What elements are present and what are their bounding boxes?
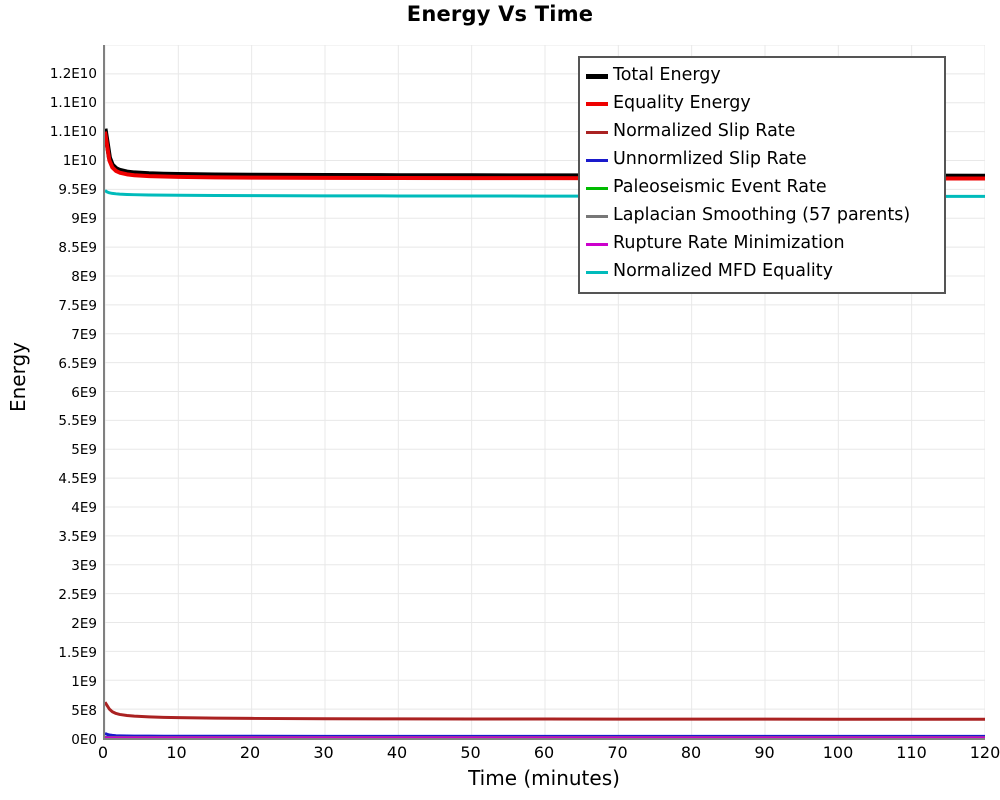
y-axis-tick-label: 1.1E10: [49, 123, 97, 140]
legend-color-swatch: [586, 102, 608, 106]
legend-item[interactable]: Normalized Slip Rate: [586, 118, 938, 146]
x-axis-tick-label: 20: [239, 743, 261, 762]
y-axis-tick-label: 7E9: [71, 326, 97, 343]
y-axis-tick-label: 1E9: [71, 674, 97, 691]
x-axis-tick-labels: 0 10 20 30 40 50 60 70 80 90 100 110 120: [98, 743, 1000, 767]
x-axis-tick-label: 60: [533, 743, 555, 762]
y-axis-tick-label: 5E8: [71, 703, 97, 720]
legend-item-label: Total Energy: [613, 65, 721, 86]
x-axis-tick-label: 0: [97, 743, 109, 762]
y-axis-tick-label: 9.5E9: [58, 181, 97, 198]
y-axis-tick-label: 7.5E9: [58, 297, 97, 314]
legend-item[interactable]: Total Energy: [586, 62, 938, 90]
legend-color-swatch: [586, 242, 608, 246]
legend-item-label: Laplacian Smoothing (57 parents): [613, 205, 911, 226]
y-axis-tick-label: 6.5E9: [58, 355, 97, 372]
legend-item-label: Paleoseismic Event Rate: [613, 177, 827, 198]
legend-color-swatch: [586, 73, 608, 79]
legend-color-swatch: [586, 270, 608, 274]
x-axis-tick-label: 120: [969, 743, 1000, 762]
legend-item-label: Rupture Rate Minimization: [613, 233, 845, 254]
y-axis-tick-label: 3.5E9: [58, 529, 97, 546]
x-axis-tick-label: 110: [896, 743, 927, 762]
y-axis-tick-label: 4E9: [71, 500, 97, 517]
legend-item[interactable]: Rupture Rate Minimization: [586, 230, 938, 258]
legend-color-swatch: [586, 214, 608, 218]
legend-item-label: Normalized MFD Equality: [613, 261, 833, 282]
y-axis-tick-label: 8E9: [71, 268, 97, 285]
legend-item[interactable]: Unnormlized Slip Rate: [586, 146, 938, 174]
y-axis-tick-label: 2.5E9: [58, 587, 97, 604]
x-axis-tick-label: 10: [166, 743, 187, 762]
x-axis-tick-label: 70: [607, 743, 628, 762]
legend-item-label: Unnormlized Slip Rate: [613, 149, 807, 170]
x-axis-tick-label: 100: [822, 743, 854, 762]
x-axis-tick-label: 50: [460, 743, 481, 762]
y-axis-tick-label: 8.5E9: [58, 239, 97, 256]
legend-item-label: Equality Energy: [613, 93, 751, 114]
series-line: [105, 732, 985, 738]
y-axis-tick-label: 1.1E10: [49, 94, 97, 111]
y-axis-tick-label: 1.2E10: [49, 65, 97, 82]
legend-item[interactable]: Laplacian Smoothing (57 parents): [586, 202, 938, 230]
y-axis-tick-label: 5E9: [71, 442, 97, 459]
y-axis-tick-label: 2E9: [71, 616, 97, 633]
y-axis-tick-label: 0E0: [71, 732, 97, 748]
series-line: [105, 701, 985, 721]
y-axis-tick-label: 6E9: [71, 384, 97, 401]
legend-item[interactable]: Equality Energy: [586, 90, 938, 118]
legend-item[interactable]: Normalized MFD Equality: [586, 258, 938, 286]
x-axis-title: Time (minutes): [468, 766, 620, 790]
y-axis-tick-label: 5.5E9: [58, 413, 97, 430]
y-axis-tick-label: 1.5E9: [58, 645, 97, 662]
legend-color-swatch: [586, 186, 608, 190]
y-axis-tick-label: 9E9: [71, 210, 97, 227]
y-axis-tick-label: 1E10: [62, 152, 97, 169]
x-axis-tick-label: 40: [386, 743, 408, 762]
y-axis-tick-label: 3E9: [71, 558, 97, 575]
x-axis-tick-label: 90: [754, 743, 775, 762]
x-axis-tick-label: 80: [680, 743, 702, 762]
x-axis-tick-label: 30: [313, 743, 334, 762]
y-axis-tick-label: 4.5E9: [58, 471, 97, 488]
page-title: Energy Vs Time: [406, 2, 594, 26]
chart-legend: Total Energy Equality Energy Normalized Sl…: [578, 56, 946, 294]
legend-item[interactable]: Paleoseismic Event Rate: [586, 174, 938, 202]
legend-color-swatch: [586, 130, 608, 134]
legend-color-swatch: [586, 158, 608, 162]
y-axis-tick-labels: 0E0 5E8 1E9 1.5E9 2E9 2.5E9 3E9 3.5E9 4E9 4.5E9 5E…: [0, 45, 97, 748]
legend-item-label: Normalized Slip Rate: [613, 121, 796, 142]
